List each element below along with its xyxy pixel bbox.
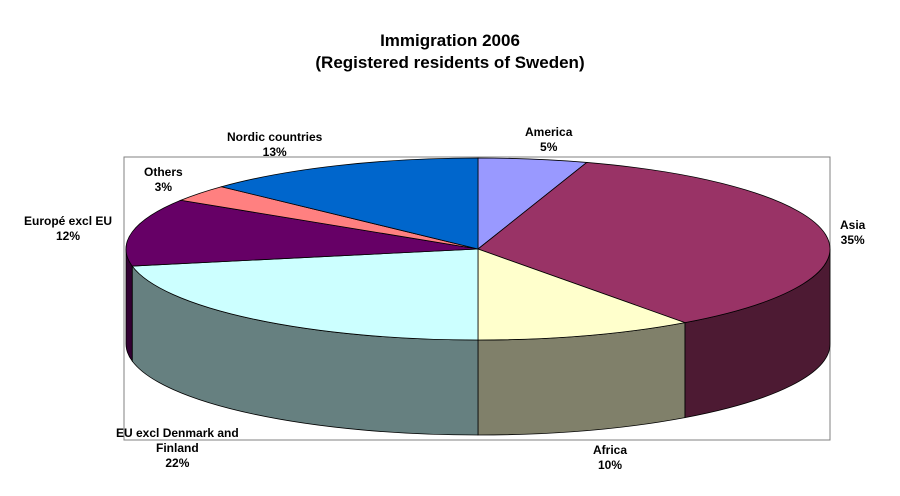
chart-title-line: Immigration 2006	[380, 31, 520, 50]
slice-label: Nordic countries 13%	[227, 130, 322, 160]
slice-label-value: 3%	[154, 180, 173, 194]
slice-label: EU excl Denmark and Finland 22%	[116, 426, 239, 471]
pie-tops	[125, 157, 831, 341]
chart-subtitle-line: (Registered residents of Sweden)	[315, 53, 585, 72]
slice-label-name: Africa	[593, 443, 628, 457]
slice-label-name: Asia	[840, 218, 866, 232]
slice-label-value: 5%	[540, 140, 558, 154]
slice-label-value: 35%	[840, 233, 865, 247]
slice-label-name: America	[525, 125, 573, 139]
slice-label-value: 12%	[56, 229, 81, 243]
slice-label-value: 13%	[262, 145, 287, 159]
slice-label: Africa 10%	[593, 443, 627, 473]
slice-label-value: 22%	[165, 456, 190, 470]
pie-slice-nordic-countries	[219, 157, 479, 250]
slice-label: Europé excl EU 12%	[24, 214, 112, 244]
pie-slice-asia	[477, 162, 831, 324]
chart-title: Immigration 2006 (Registered residents o…	[0, 30, 900, 74]
slice-label: Others 3%	[144, 165, 183, 195]
pie-sides	[125, 248, 831, 436]
pie-slice-africa	[477, 248, 687, 341]
slice-label-name: EU excl Denmark and	[116, 426, 239, 440]
pie-side-europ-excl-eu	[125, 248, 133, 363]
slice-label: America 5%	[525, 125, 572, 155]
pie-slice-eu-excl-denmark-and-finland	[131, 248, 479, 341]
slice-label: Asia 35%	[840, 218, 865, 248]
slice-label-name: Nordic countries	[227, 130, 323, 144]
slice-label-name: Finland	[156, 441, 199, 455]
slice-label-name: Europé excl EU	[24, 214, 113, 228]
pie-slice-europ-excl-eu	[125, 199, 479, 267]
slice-label-name: Others	[144, 165, 183, 179]
slice-label-value: 10%	[597, 458, 623, 472]
